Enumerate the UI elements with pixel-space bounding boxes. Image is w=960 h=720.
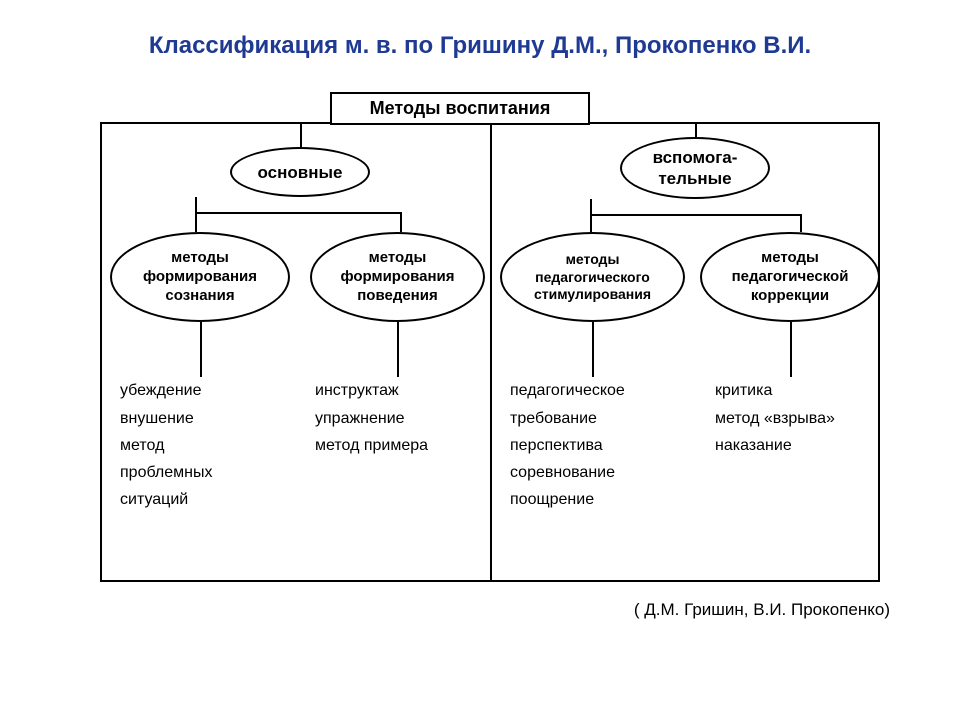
column-list-0: убеждениевнушениеметодпроблемныхситуаций	[120, 377, 212, 513]
column-ellipse-0: методы формирования сознания	[110, 232, 290, 322]
list-item: упражнение	[315, 405, 428, 432]
column-ellipse-2: методы педагогического стимулирования	[500, 232, 685, 322]
column-drop-0	[200, 322, 202, 377]
column-list-2: педагогическоетребованиеперспективасорев…	[510, 377, 625, 513]
list-item: перспектива	[510, 432, 625, 459]
list-item: наказание	[715, 432, 835, 459]
list-item: метод «взрыва»	[715, 405, 835, 432]
page-title: Классификация м. в. по Гришину Д.М., Про…	[0, 0, 960, 72]
column-drop-3	[790, 322, 792, 377]
column-list-3: критикаметод «взрыва»наказание	[715, 377, 835, 459]
caption-text: ( Д.М. Гришин, В.И. Прокопенко)	[0, 600, 960, 620]
group-ellipse-1: вспомога- тельные	[620, 137, 770, 199]
group-stem-1	[695, 124, 697, 137]
group-drop-0-0	[195, 197, 197, 232]
list-item: метод	[120, 432, 212, 459]
root-box: Методы воспитания	[330, 92, 590, 125]
group-drop-1-0	[590, 199, 592, 232]
list-item: ситуаций	[120, 486, 212, 513]
list-item: соревнование	[510, 459, 625, 486]
diagram-canvas: Методы воспитанияосновныевспомога- тельн…	[100, 92, 880, 592]
column-list-1: инструктажупражнениеметод примера	[315, 377, 428, 459]
list-item: поощрение	[510, 486, 625, 513]
list-item: критика	[715, 377, 835, 404]
column-drop-2	[592, 322, 594, 377]
column-drop-1	[397, 322, 399, 377]
group-drop-1-1	[800, 214, 802, 232]
column-ellipse-1: методы формирования поведения	[310, 232, 485, 322]
list-item: проблемных	[120, 459, 212, 486]
group-drop-0-1	[400, 212, 402, 232]
list-item: требование	[510, 405, 625, 432]
column-ellipse-3: методы педагогической коррекции	[700, 232, 880, 322]
list-item: внушение	[120, 405, 212, 432]
list-item: убеждение	[120, 377, 212, 404]
list-item: метод примера	[315, 432, 428, 459]
group-stem-0	[300, 124, 302, 147]
list-item: педагогическое	[510, 377, 625, 404]
group-hbar-1	[590, 214, 800, 216]
group-hbar-0	[195, 212, 400, 214]
mid-divider	[490, 122, 492, 582]
list-item: инструктаж	[315, 377, 428, 404]
